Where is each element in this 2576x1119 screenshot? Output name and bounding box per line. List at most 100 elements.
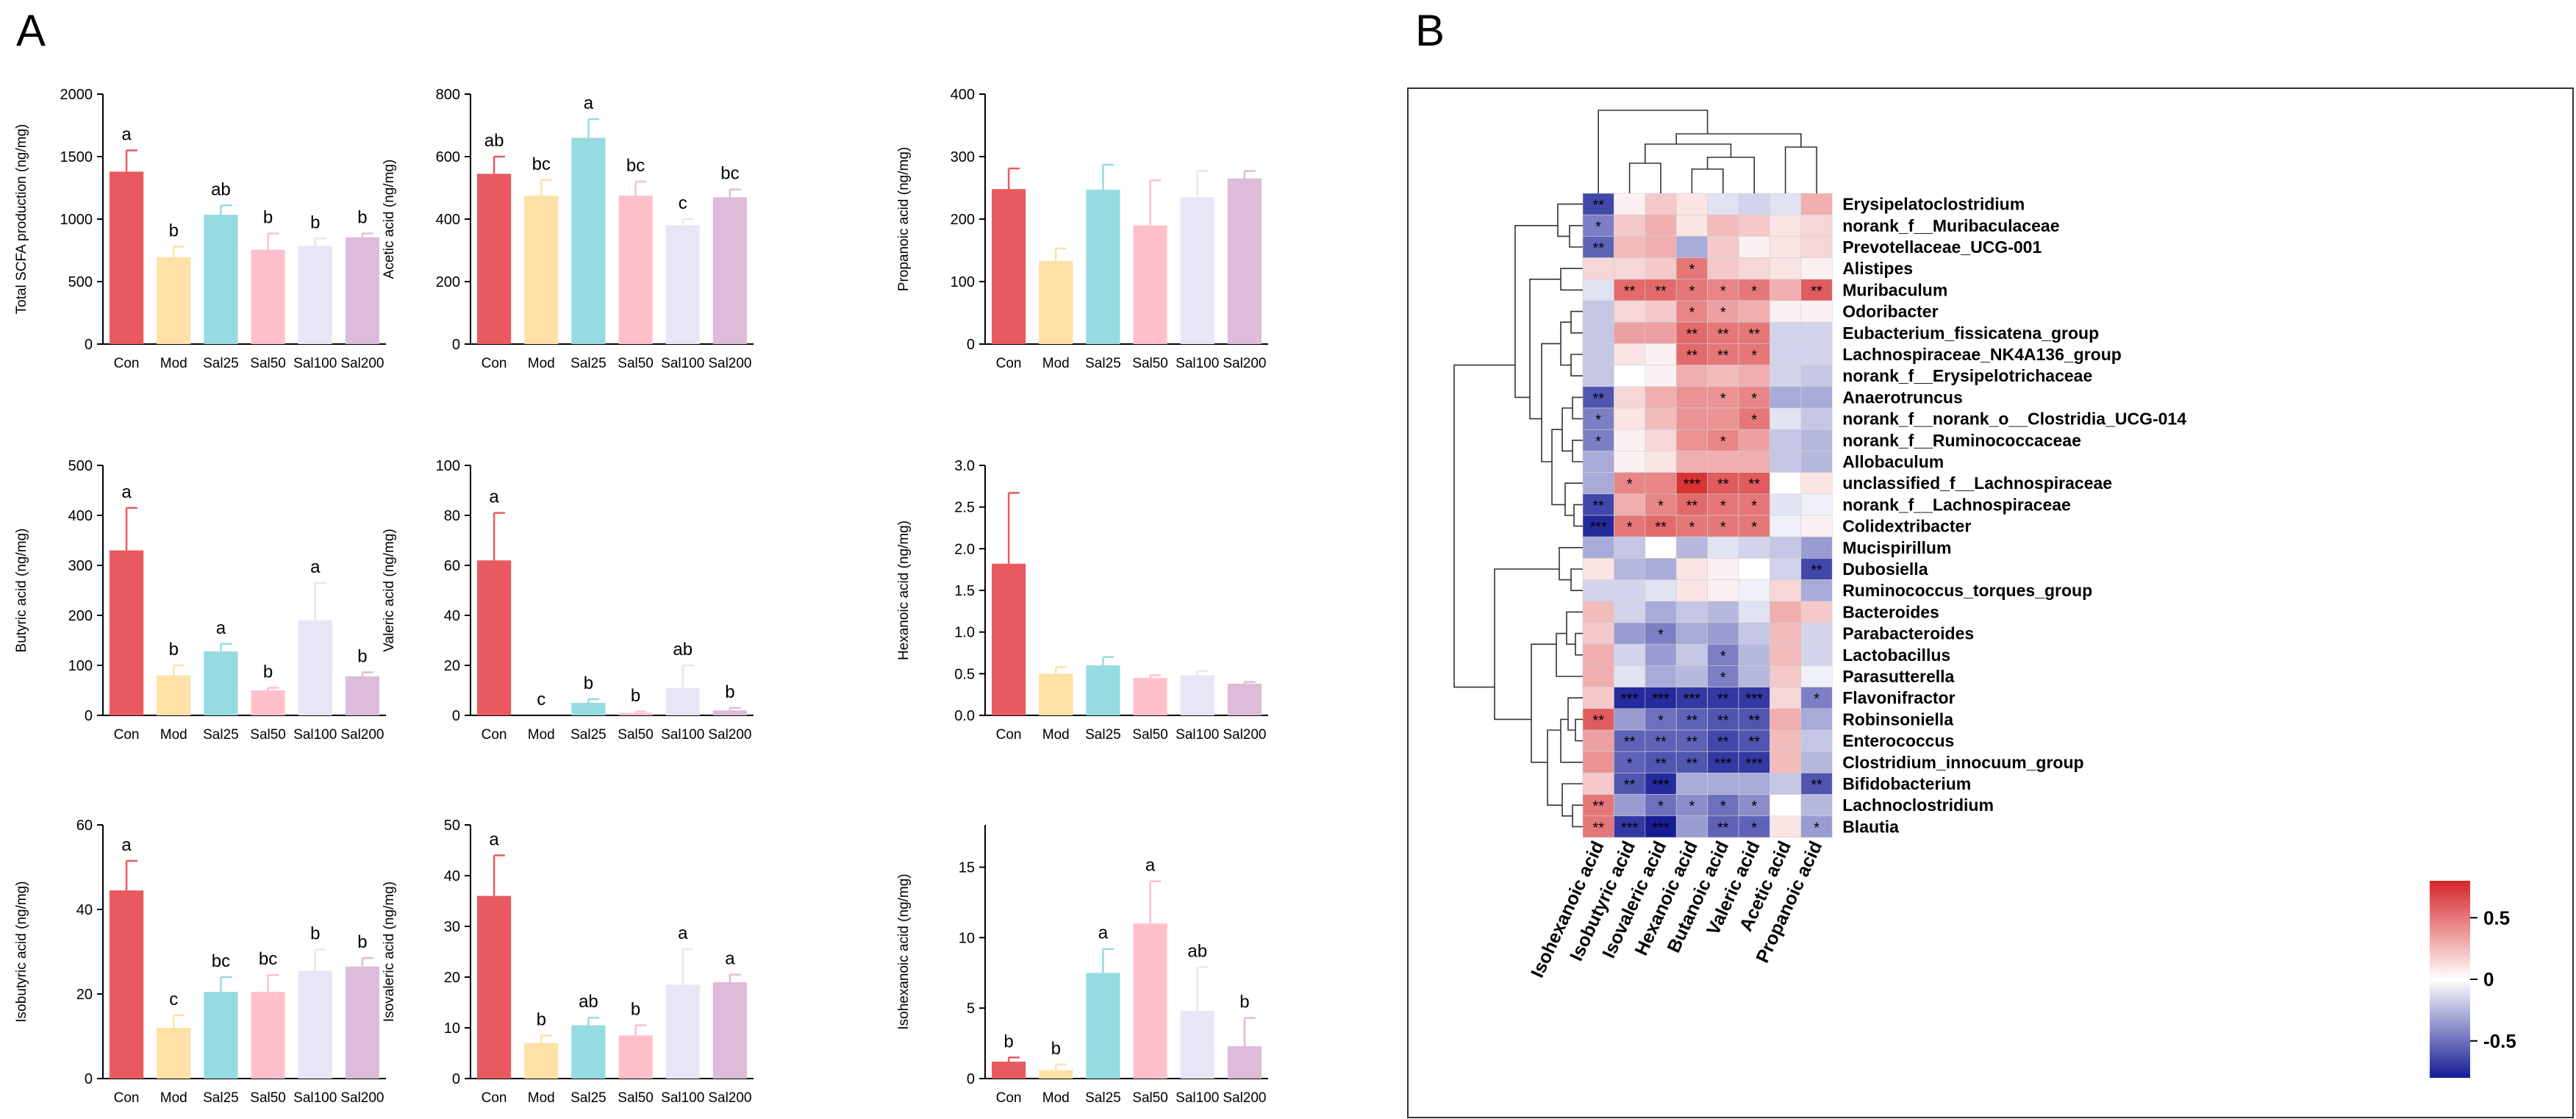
heatmap-cell	[1582, 622, 1614, 645]
dendrogram-link	[1569, 225, 1583, 248]
x-tick-label: Sal50	[618, 1090, 654, 1106]
bar-Sal25	[571, 1025, 606, 1079]
bar-chart-1: 0 500 1000 1500 2000 Total SCFA production (n…	[14, 87, 386, 371]
heatmap-cell	[1614, 643, 1646, 666]
y-tick-label: 0	[452, 708, 460, 724]
heatmap-cell	[1582, 558, 1614, 580]
heatmap-cell	[1707, 794, 1739, 817]
significance-stars: **	[1592, 820, 1604, 836]
dendrogram-link	[1570, 354, 1583, 376]
y-axis-label: Hexanoic acid (ng/mg)	[896, 521, 912, 660]
heatmap-cell	[1800, 729, 1833, 752]
heatmap-cell	[1645, 472, 1677, 495]
significance-stars: ***	[1652, 820, 1670, 836]
bar-Sal100	[1180, 197, 1214, 344]
y-tick-label: 60	[444, 558, 460, 574]
x-tick-label: Sal100	[1176, 356, 1219, 371]
heatmap-cell	[1675, 665, 1708, 687]
y-tick-label: 0	[967, 1071, 975, 1087]
heatmap-cell	[1738, 493, 1770, 516]
heatmap-cell	[1582, 751, 1614, 773]
bar-Sal200	[1227, 178, 1262, 344]
heatmap-cell	[1800, 472, 1833, 495]
heatmap-cell	[1770, 300, 1802, 323]
heatmap-cell	[1738, 472, 1770, 495]
heatmap-cell	[1675, 773, 1708, 795]
bar-Sal25	[571, 137, 606, 344]
significance-stars: *	[1595, 219, 1601, 235]
heatmap-cell	[1738, 193, 1770, 215]
row-label: Parabacteroides	[1842, 624, 1974, 643]
heatmap-cell	[1614, 451, 1646, 473]
x-tick-label: Sal100	[293, 1090, 337, 1106]
heatmap-cell	[1614, 300, 1646, 323]
bar-Mod	[157, 257, 191, 344]
bar-Mod	[157, 675, 191, 715]
heatmap-cell	[1800, 622, 1833, 645]
x-tick-label: Sal100	[661, 356, 704, 371]
bar-Sal50	[251, 249, 285, 344]
heatmap-cell	[1614, 493, 1646, 516]
heatmap-cell	[1614, 193, 1646, 215]
heatmap-cell	[1738, 236, 1770, 258]
x-tick-label: Sal25	[570, 356, 607, 371]
bar-Sal50	[1133, 923, 1167, 1079]
row-label: norank_f__Erysipelotrichaceae	[1842, 366, 2092, 385]
x-tick-label: Sal200	[1223, 356, 1266, 371]
heatmap-cell	[1675, 601, 1708, 623]
heatmap-frame	[1407, 87, 2574, 1118]
significance-stars: ***	[1590, 520, 1608, 536]
significance-letter: bc	[532, 154, 551, 174]
significance-stars: **	[1624, 283, 1636, 299]
significance-letter: ab	[484, 131, 504, 151]
significance-letter: a	[310, 557, 321, 577]
significance-stars: *	[1689, 798, 1695, 815]
heatmap-cell	[1770, 536, 1802, 559]
bar-chart-5: 0 20 40 60 80 100 Valeric acid (ng/mg) Con a Mod c…	[382, 458, 754, 743]
significance-stars: **	[1717, 734, 1729, 751]
dendrogram-link	[1547, 729, 1562, 806]
heatmap-cell	[1770, 687, 1802, 709]
significance-stars: *	[1751, 798, 1757, 815]
significance-stars: **	[1624, 777, 1636, 793]
x-tick-label: Sal50	[618, 727, 654, 743]
row-label: Alistipes	[1842, 259, 1913, 278]
bar-Mod	[524, 196, 559, 344]
heatmap-cell	[1614, 214, 1646, 237]
dendrogram-link	[1573, 504, 1583, 527]
heatmap-cell	[1770, 601, 1802, 623]
heatmap-cell	[1800, 365, 1833, 387]
significance-letter: a	[1145, 856, 1156, 876]
y-tick-label: 0	[85, 1071, 93, 1087]
heatmap-cell	[1614, 321, 1646, 344]
row-label: Lactobacillus	[1842, 646, 1950, 665]
heatmap-cell	[1800, 558, 1833, 580]
x-tick-label: Mod	[160, 727, 187, 743]
dendrogram-link	[1561, 783, 1583, 817]
y-tick-label: 2000	[60, 87, 93, 103]
dendrogram-link	[1514, 225, 1558, 398]
x-tick-label: Con	[482, 727, 507, 743]
heatmap-cell	[1707, 579, 1739, 602]
bar-Sal25	[204, 651, 238, 715]
heatmap-cell	[1770, 236, 1802, 258]
heatmap-cell	[1770, 558, 1802, 580]
heatmap-cell	[1770, 815, 1802, 838]
heatmap-cell	[1707, 257, 1739, 280]
y-tick-label: 2.5	[954, 500, 975, 516]
panel-label-b: B	[1415, 6, 1445, 55]
heatmap-cell	[1645, 815, 1677, 838]
significance-stars: *	[1751, 820, 1757, 836]
significance-stars: *	[1814, 820, 1820, 836]
y-tick-label: 2.0	[954, 541, 975, 557]
heatmap-cell	[1738, 365, 1770, 387]
y-tick-label: 0	[85, 708, 93, 724]
significance-letter: a	[725, 949, 735, 969]
heatmap-cell	[1614, 472, 1646, 495]
significance-letter: a	[489, 829, 499, 849]
significance-letter: a	[216, 618, 226, 638]
significance-stars: *	[1627, 520, 1633, 536]
row-label: Muribaculum	[1842, 280, 1947, 299]
heatmap-cell	[1582, 643, 1614, 666]
y-tick-label: 60	[76, 818, 93, 834]
